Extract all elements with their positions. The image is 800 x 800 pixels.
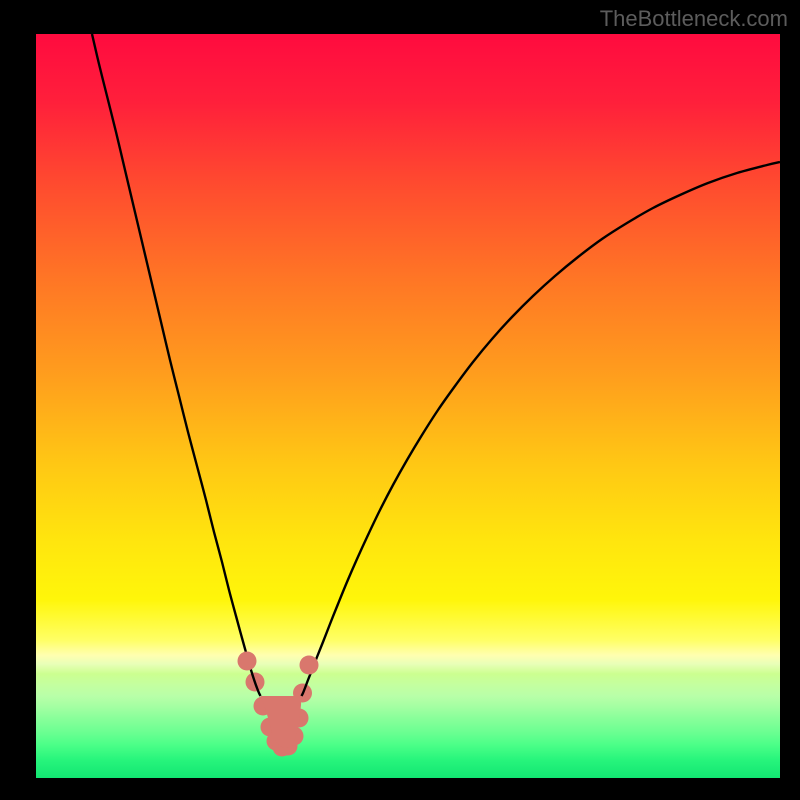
watermark-text: TheBottleneck.com: [600, 6, 788, 32]
chart-svg: [36, 34, 780, 778]
frame-left: [0, 0, 36, 800]
frame-bottom: [0, 778, 800, 800]
chart-plot-area: [36, 34, 780, 778]
frame-right: [780, 0, 800, 800]
gradient-background: [36, 34, 780, 778]
trough-dot: [238, 652, 257, 671]
trough-dot: [300, 656, 319, 675]
